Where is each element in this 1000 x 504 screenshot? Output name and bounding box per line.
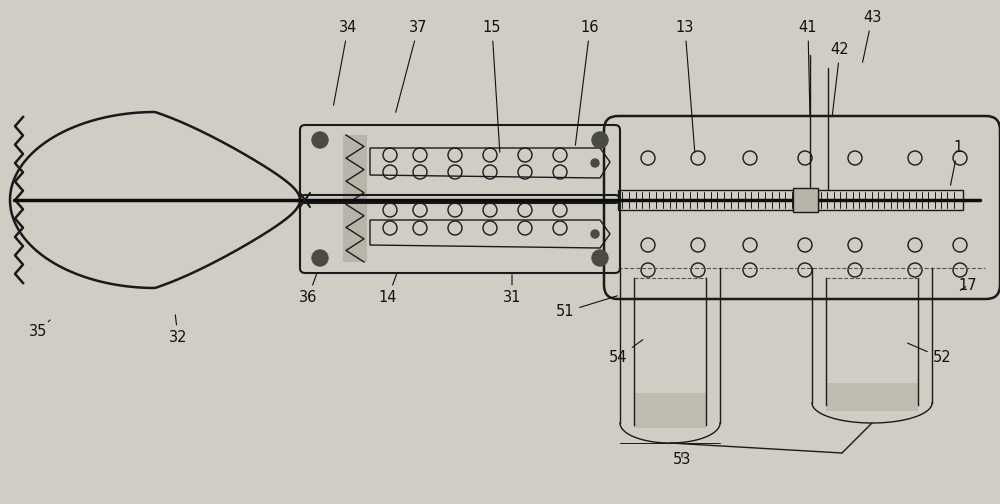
Text: 34: 34 [334,21,357,105]
Circle shape [312,250,328,266]
Text: 53: 53 [673,453,691,468]
Circle shape [592,132,608,148]
Bar [634,393,706,428]
Circle shape [591,230,599,238]
Text: 52: 52 [908,343,951,365]
Text: 35: 35 [29,320,50,340]
Text: 13: 13 [676,21,695,152]
Circle shape [592,250,608,266]
Bar [618,190,803,210]
Bar [826,383,918,411]
Text: 42: 42 [831,42,849,115]
Circle shape [312,132,328,148]
Bar [818,190,963,210]
Text: 16: 16 [575,21,599,145]
Text: 1: 1 [951,141,963,185]
Text: 36: 36 [299,273,317,305]
Text: 37: 37 [396,21,427,112]
Text: 15: 15 [483,21,501,152]
Text: 14: 14 [379,273,397,305]
Circle shape [591,159,599,167]
Bar [793,188,818,212]
Text: 31: 31 [503,275,521,305]
Text: 41: 41 [799,21,817,115]
Text: 54: 54 [609,340,643,365]
Bar [343,135,367,262]
Text: 32: 32 [169,315,187,346]
Text: 51: 51 [556,296,617,320]
Text: 17: 17 [959,278,977,292]
Text: 43: 43 [863,11,881,62]
